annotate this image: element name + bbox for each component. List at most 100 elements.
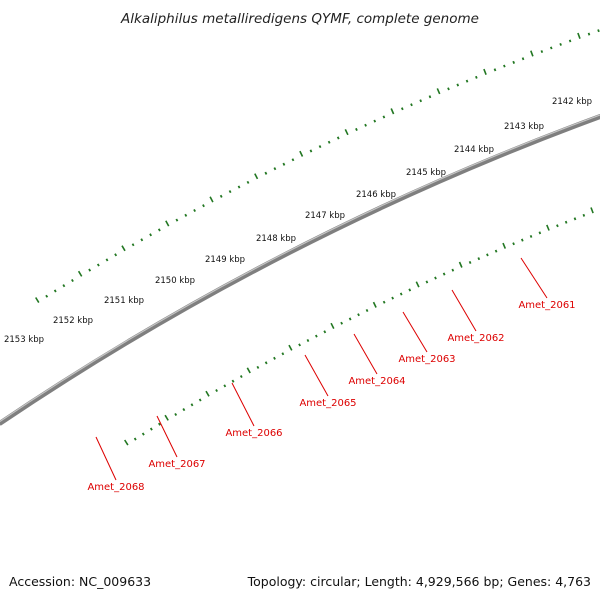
- major-tick: [345, 129, 348, 134]
- minor-tick: [570, 40, 571, 42]
- tick-labels: 2142 kbp 2143 kbp 2144 kbp 2145 kbp 2146 kbp…: [4, 97, 592, 345]
- minor-tick: [470, 261, 471, 263]
- minor-tick: [283, 163, 284, 165]
- minor-tick: [338, 137, 339, 139]
- minor-tick: [589, 33, 590, 35]
- major-tick: [247, 368, 250, 373]
- backbone-highlight: [0, 0, 600, 422]
- minor-tick: [383, 116, 384, 118]
- major-tick: [122, 246, 125, 251]
- minor-tick: [265, 172, 266, 174]
- gene-leader-line: [305, 355, 328, 396]
- minor-tick: [200, 399, 201, 401]
- major-tick: [79, 271, 82, 276]
- gene-label: Amet_2066: [225, 428, 282, 439]
- minor-tick: [350, 318, 351, 320]
- minor-tick: [141, 239, 142, 241]
- minor-tick: [356, 128, 357, 130]
- gene-leader-line: [232, 383, 254, 426]
- minor-tick: [247, 181, 248, 183]
- minor-tick: [159, 423, 160, 425]
- major-tick: [531, 51, 533, 57]
- minor-tick: [282, 353, 283, 355]
- minor-tick: [557, 225, 558, 227]
- major-tick: [210, 197, 213, 202]
- minor-tick: [232, 380, 233, 382]
- minor-tick: [358, 314, 359, 316]
- minor-tick: [159, 229, 160, 231]
- minor-tick: [487, 254, 488, 256]
- minor-tick: [98, 264, 99, 266]
- accession-text: Accession: NC_009633: [9, 574, 151, 589]
- minor-tick: [444, 273, 445, 275]
- major-tick: [166, 221, 169, 226]
- gene-label: Amet_2061: [518, 300, 575, 311]
- gene-label: Amet_2067: [148, 459, 205, 470]
- map-title: Alkaliphilus metalliredigens QYMF, compl…: [120, 11, 479, 27]
- tick-label: 2152 kbp: [53, 316, 93, 326]
- gene-label: Amet_2068: [87, 482, 144, 493]
- backbone-arc: [0, 0, 600, 424]
- minor-tick: [513, 61, 514, 63]
- major-tick: [300, 151, 303, 156]
- gene-label-leaders: [96, 258, 547, 480]
- gene-leader-line: [354, 334, 377, 374]
- minor-tick: [457, 84, 458, 86]
- minor-tick: [420, 100, 421, 102]
- minor-tick: [239, 186, 240, 188]
- major-tick: [578, 33, 580, 39]
- minor-tick: [583, 214, 584, 216]
- minor-tick: [504, 65, 505, 67]
- minor-tick: [72, 279, 73, 281]
- gene-leader-line: [403, 312, 427, 352]
- minor-tick: [435, 277, 436, 279]
- tick-label: 2153 kbp: [4, 335, 44, 345]
- gene-leader-line: [157, 416, 177, 457]
- major-tick: [591, 208, 593, 214]
- gene-leader-line: [452, 290, 476, 331]
- minor-tick: [566, 221, 567, 223]
- minor-tick: [551, 47, 552, 49]
- gene-label: Amet_2062: [447, 333, 504, 344]
- tick-label: 2143 kbp: [504, 122, 544, 132]
- minor-tick: [106, 259, 107, 261]
- minor-tick: [531, 235, 532, 237]
- minor-tick: [513, 243, 514, 245]
- minor-tick: [46, 295, 47, 297]
- minor-tick: [176, 219, 177, 221]
- minor-tick: [539, 232, 540, 234]
- minor-tick: [402, 108, 403, 110]
- minor-tick: [299, 344, 300, 346]
- minor-tick: [522, 239, 523, 241]
- gene-leader-line: [521, 258, 547, 298]
- major-tick: [255, 174, 258, 179]
- tick-label: 2150 kbp: [155, 276, 195, 286]
- major-tick: [416, 282, 419, 287]
- major-tick: [165, 415, 168, 420]
- minor-tick: [203, 205, 204, 207]
- tick-label: 2151 kbp: [104, 296, 144, 306]
- major-tick: [331, 323, 334, 328]
- minor-tick: [523, 58, 524, 60]
- minor-tick: [310, 150, 311, 152]
- backbone-ring: [0, 0, 600, 424]
- minor-tick: [274, 357, 275, 359]
- minor-tick: [216, 390, 217, 392]
- minor-tick: [292, 159, 293, 161]
- minor-tick: [496, 250, 497, 252]
- minor-tick: [324, 331, 325, 333]
- major-tick: [206, 391, 209, 396]
- minor-tick: [191, 404, 192, 406]
- minor-tick: [316, 335, 317, 337]
- tick-label: 2147 kbp: [305, 211, 345, 221]
- minor-tick: [89, 269, 90, 271]
- major-tick: [460, 262, 462, 268]
- major-tick: [374, 302, 377, 307]
- minor-tick: [411, 104, 412, 106]
- minor-tick: [476, 76, 477, 78]
- minor-tick: [221, 195, 222, 197]
- minor-tick: [401, 293, 402, 295]
- minor-tick: [575, 218, 576, 220]
- minor-tick: [274, 168, 275, 170]
- minor-tick: [329, 141, 330, 143]
